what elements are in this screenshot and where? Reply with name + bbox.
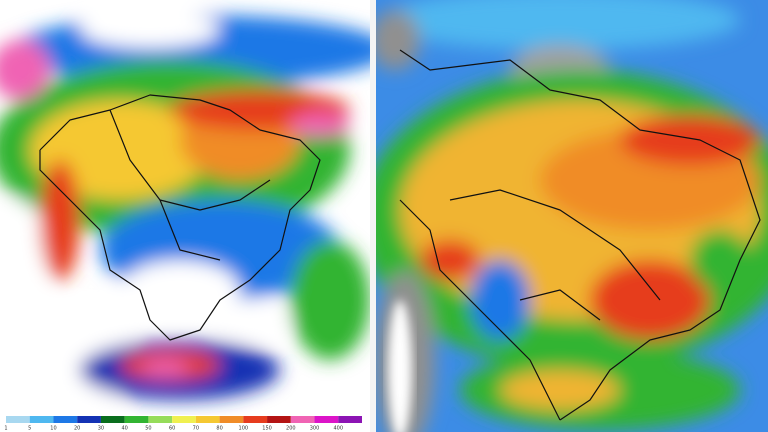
legend-swatch	[267, 416, 291, 423]
legend-label: 5	[28, 426, 31, 432]
legend-label: 80	[216, 426, 222, 432]
right-map	[376, 0, 768, 432]
legend-swatch	[124, 416, 149, 423]
legend-swatch	[148, 416, 173, 423]
legend-swatch	[29, 416, 54, 423]
legend-label: 300	[310, 426, 320, 432]
legend-swatch	[314, 416, 339, 423]
legend-swatch	[100, 416, 125, 423]
legend-label: 1	[4, 426, 7, 432]
legend-swatch	[243, 416, 268, 423]
left-map	[0, 0, 370, 415]
legend-swatch	[290, 416, 315, 423]
legend-label: 200	[286, 426, 296, 432]
legend-label: 400	[333, 426, 343, 432]
legend-swatch	[6, 416, 30, 423]
legend-swatch	[77, 416, 101, 423]
legend-label: 30	[98, 426, 104, 432]
legend-label: 40	[121, 426, 127, 432]
legend-swatch	[172, 416, 196, 423]
legend-label: 70	[193, 426, 199, 432]
colorbar: 1 5 10 20 30 40 50 60 70 80 100 150 200 300 400	[4, 416, 362, 432]
legend-swatch	[53, 416, 78, 423]
legend-label: 20	[74, 426, 80, 432]
legend-swatch	[338, 416, 362, 423]
legend-label: 150	[262, 426, 272, 432]
legend-label: 10	[50, 426, 56, 432]
legend-label: 50	[145, 426, 151, 432]
legend-label: 60	[169, 426, 175, 432]
legend-swatch	[195, 416, 220, 423]
legend-swatch	[219, 416, 244, 423]
legend-label: 100	[239, 426, 249, 432]
